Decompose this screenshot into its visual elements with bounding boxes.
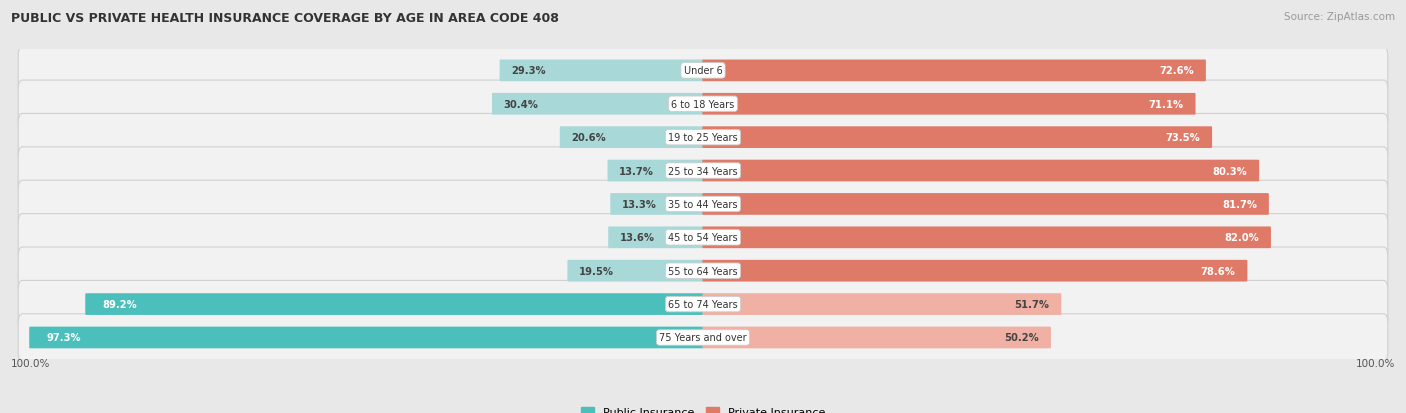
FancyBboxPatch shape (18, 47, 1388, 95)
Text: 20.6%: 20.6% (572, 133, 606, 143)
FancyBboxPatch shape (703, 294, 1062, 315)
FancyBboxPatch shape (86, 294, 703, 315)
Text: 100.0%: 100.0% (11, 358, 51, 368)
FancyBboxPatch shape (610, 194, 703, 215)
FancyBboxPatch shape (703, 227, 1271, 249)
FancyBboxPatch shape (30, 327, 703, 349)
Text: 19.5%: 19.5% (579, 266, 614, 276)
FancyBboxPatch shape (703, 260, 1247, 282)
Text: 25 to 34 Years: 25 to 34 Years (668, 166, 738, 176)
Text: 29.3%: 29.3% (512, 66, 546, 76)
FancyBboxPatch shape (18, 181, 1388, 228)
Text: Source: ZipAtlas.com: Source: ZipAtlas.com (1284, 12, 1395, 22)
FancyBboxPatch shape (18, 314, 1388, 361)
FancyBboxPatch shape (560, 127, 703, 149)
Text: 19 to 25 Years: 19 to 25 Years (668, 133, 738, 143)
Text: 89.2%: 89.2% (103, 299, 138, 309)
FancyBboxPatch shape (703, 127, 1212, 149)
Legend: Public Insurance, Private Insurance: Public Insurance, Private Insurance (576, 403, 830, 413)
FancyBboxPatch shape (18, 281, 1388, 328)
Text: 65 to 74 Years: 65 to 74 Years (668, 299, 738, 309)
FancyBboxPatch shape (607, 160, 703, 182)
Text: 13.7%: 13.7% (619, 166, 654, 176)
Text: 97.3%: 97.3% (46, 333, 82, 343)
Text: 45 to 54 Years: 45 to 54 Years (668, 233, 738, 243)
Text: 75 Years and over: 75 Years and over (659, 333, 747, 343)
Text: 72.6%: 72.6% (1160, 66, 1194, 76)
FancyBboxPatch shape (18, 214, 1388, 261)
Text: 100.0%: 100.0% (1355, 358, 1395, 368)
FancyBboxPatch shape (492, 94, 703, 115)
Text: 55 to 64 Years: 55 to 64 Years (668, 266, 738, 276)
Text: 78.6%: 78.6% (1201, 266, 1236, 276)
Text: 6 to 18 Years: 6 to 18 Years (672, 100, 734, 109)
Text: Under 6: Under 6 (683, 66, 723, 76)
FancyBboxPatch shape (18, 114, 1388, 161)
Text: 35 to 44 Years: 35 to 44 Years (668, 199, 738, 209)
FancyBboxPatch shape (499, 60, 703, 82)
FancyBboxPatch shape (703, 94, 1195, 115)
Text: 80.3%: 80.3% (1212, 166, 1247, 176)
FancyBboxPatch shape (703, 194, 1268, 215)
FancyBboxPatch shape (568, 260, 703, 282)
FancyBboxPatch shape (703, 60, 1206, 82)
Text: 13.3%: 13.3% (621, 199, 657, 209)
Text: PUBLIC VS PRIVATE HEALTH INSURANCE COVERAGE BY AGE IN AREA CODE 408: PUBLIC VS PRIVATE HEALTH INSURANCE COVER… (11, 12, 560, 25)
Text: 81.7%: 81.7% (1222, 199, 1257, 209)
FancyBboxPatch shape (703, 327, 1050, 349)
FancyBboxPatch shape (18, 81, 1388, 128)
FancyBboxPatch shape (18, 247, 1388, 295)
Text: 71.1%: 71.1% (1149, 100, 1184, 109)
Text: 30.4%: 30.4% (503, 100, 538, 109)
Text: 13.6%: 13.6% (620, 233, 655, 243)
Text: 51.7%: 51.7% (1015, 299, 1049, 309)
Text: 73.5%: 73.5% (1166, 133, 1201, 143)
FancyBboxPatch shape (609, 227, 703, 249)
Text: 82.0%: 82.0% (1225, 233, 1260, 243)
FancyBboxPatch shape (18, 147, 1388, 195)
FancyBboxPatch shape (703, 160, 1260, 182)
Text: 50.2%: 50.2% (1004, 333, 1039, 343)
